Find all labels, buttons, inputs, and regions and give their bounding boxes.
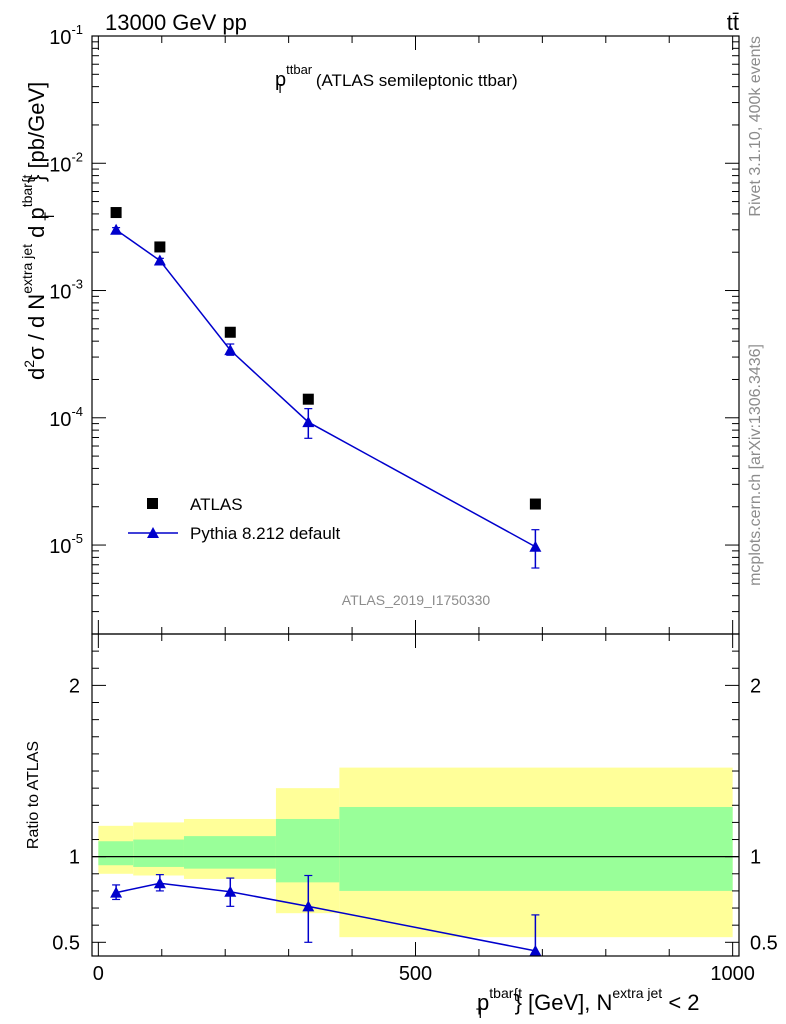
ylabel-exp2: 2 xyxy=(21,360,37,368)
xlabel-sub-t: T xyxy=(476,1005,485,1021)
ratio-series xyxy=(110,874,542,956)
ratio-tick-labels: 0.5 0.5 1 1 2 2 0 500 1000 xyxy=(52,675,778,985)
atlas-point xyxy=(110,207,122,219)
energy-label: 13000 GeV pp xyxy=(105,10,247,35)
ratio-y-tick-label-right: 2 xyxy=(750,675,761,697)
ratio-x-tick-label: 500 xyxy=(399,963,432,985)
ratio-pythia-point xyxy=(224,885,237,897)
ylabel-mid: d p xyxy=(24,207,49,244)
atlas-point xyxy=(154,241,166,253)
xlabel-tail: < 2 xyxy=(662,990,699,1015)
ratio-band-inner xyxy=(275,818,340,883)
main-panel-frame xyxy=(91,35,740,635)
atlas-point xyxy=(529,498,541,510)
ratio-y-tick-label: 0.5 xyxy=(52,932,80,954)
legend-pythia-marker xyxy=(147,527,159,538)
rivet-label: Rivet 3.1.10, 400k events xyxy=(747,36,764,217)
ratio-pythia-point xyxy=(302,900,315,912)
pythia-point xyxy=(224,344,237,356)
xlabel-rest: } [GeV], N xyxy=(515,990,613,1015)
main-tick-labels: 10-1 10-2 10-3 10-4 10-5 xyxy=(49,22,83,558)
ratio-ylabel: Ratio to ATLAS xyxy=(25,741,42,849)
ratio-pythia-point xyxy=(529,944,542,956)
main-y-tick-label: 10-2 xyxy=(49,149,83,176)
ratio-y-tick-label: 2 xyxy=(69,675,80,697)
xlabel-sup-tbar: tbar{t xyxy=(489,985,522,1001)
title-rest: (ATLAS semileptonic ttbar) xyxy=(311,71,518,90)
xlabel-sup-extra: extra jet xyxy=(612,985,662,1001)
process-label: tt̄ xyxy=(727,10,739,35)
ylabel-sup-tbar: tbar{t xyxy=(19,174,35,207)
ratio-panel-frame xyxy=(91,633,740,957)
xlabel-p: p xyxy=(477,990,489,1015)
ylabel-d: d xyxy=(24,368,49,380)
main-y-tick-label: 10-1 xyxy=(49,22,83,49)
ratio-pythia-point xyxy=(110,886,123,898)
mcplots-label: mcplots.cern.ch [arXiv:1306.3436] xyxy=(747,344,764,586)
ratio-axes xyxy=(92,634,739,956)
title-sub: T xyxy=(276,81,284,96)
ylabel-sup-extra: extra jet xyxy=(19,244,35,294)
atlas-point xyxy=(224,326,236,338)
analysis-id: ATLAS_2019_I1750330 xyxy=(342,592,491,608)
main-title: pttbar T (ATLAS semileptonic ttbar) xyxy=(275,62,518,96)
pythia-point xyxy=(302,416,315,428)
ratio-band-inner xyxy=(339,806,733,891)
ylabel-sigma: σ / d N xyxy=(24,294,49,360)
title-p: p xyxy=(275,69,286,91)
ratio-pythia-point xyxy=(153,877,166,889)
main-y-tick-label: 10-4 xyxy=(49,404,83,431)
ylabel-suffix: } [pb/GeV] xyxy=(24,82,49,182)
ratio-y-tick-label: 1 xyxy=(69,847,80,869)
main-y-tick-label: 10-3 xyxy=(49,277,83,304)
title-sup: ttbar xyxy=(286,62,313,77)
legend-atlas-marker xyxy=(147,498,158,509)
legend-atlas-label: ATLAS xyxy=(190,495,243,514)
ratio-bands xyxy=(92,767,739,938)
main-axes xyxy=(92,35,739,635)
ratio-band-inner xyxy=(98,841,134,866)
pythia-point xyxy=(153,254,166,266)
ratio-band-inner xyxy=(133,839,184,867)
ratio-y-tick-label-right: 1 xyxy=(750,847,761,869)
main-ylabel: d2σ / d Nextra jet d ptbar{t T } [pb/GeV] xyxy=(19,82,57,380)
main-series xyxy=(110,207,542,569)
legend: ATLAS Pythia 8.212 default xyxy=(128,495,341,543)
legend-pythia-label: Pythia 8.212 default xyxy=(190,524,341,543)
ratio-band-inner xyxy=(183,836,276,869)
ratio-x-tick-label: 0 xyxy=(93,963,104,985)
pythia-point xyxy=(529,540,542,552)
main-y-tick-label: 10-5 xyxy=(49,531,83,558)
ratio-y-tick-label-right: 0.5 xyxy=(750,932,778,954)
ylabel-sub-t: T xyxy=(41,212,57,221)
pythia-point xyxy=(110,223,123,235)
pythia-line xyxy=(115,229,536,548)
atlas-point xyxy=(302,393,314,405)
x-axis-label: ptbar{t T } [GeV], Nextra jet < 2 xyxy=(476,985,700,1021)
ratio-x-tick-label: 1000 xyxy=(710,963,755,985)
